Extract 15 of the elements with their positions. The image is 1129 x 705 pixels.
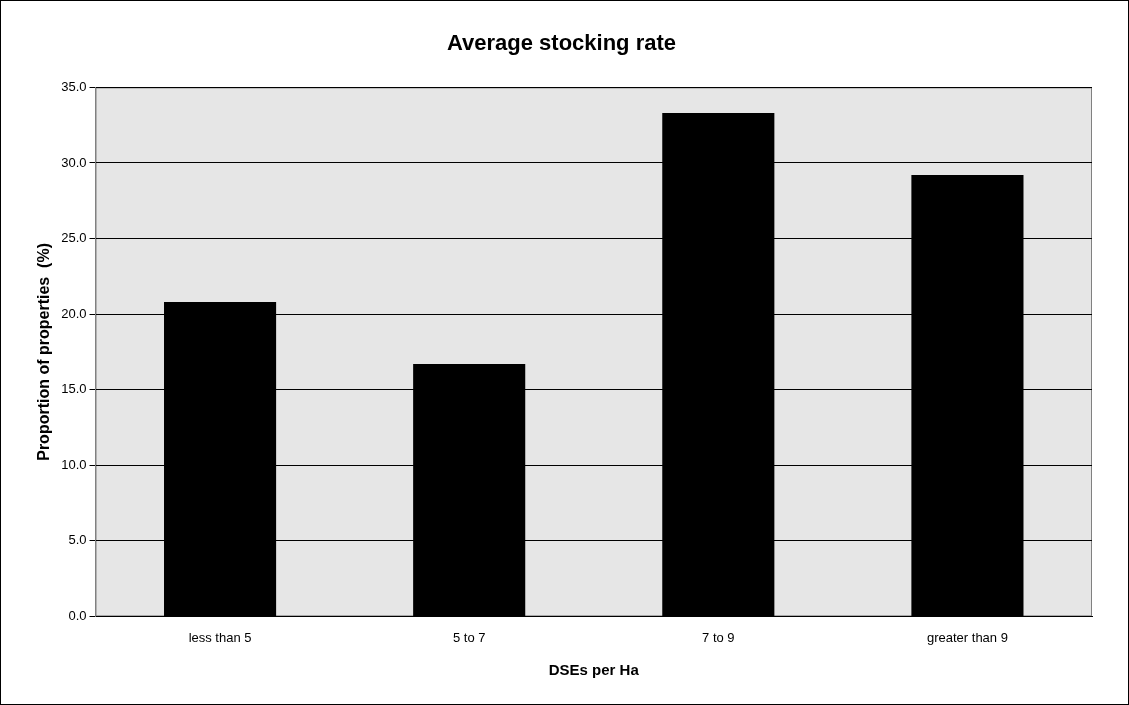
y-axis-title: Proportion of properties (%): [35, 243, 53, 461]
y-tick-label: 0.0: [68, 607, 87, 623]
y-tick-label: 15.0: [61, 381, 87, 397]
y-tick-label: 5.0: [68, 532, 87, 548]
y-tick-label: 25.0: [61, 230, 87, 246]
x-tick-label: 7 to 9: [702, 629, 735, 645]
x-tick-label: greater than 9: [926, 629, 1008, 645]
x-tick-label: 5 to 7: [452, 629, 486, 645]
x-axis-title: DSEs per Ha: [548, 661, 640, 679]
y-tick-label: 35.0: [61, 78, 87, 94]
x-tick-label: less than 5: [188, 629, 252, 645]
chart-title: Average stocking rate: [446, 30, 677, 56]
y-tick-label: 10.0: [61, 456, 87, 472]
y-tick-label: 20.0: [61, 305, 87, 321]
y-tick-label: 30.0: [61, 154, 87, 170]
